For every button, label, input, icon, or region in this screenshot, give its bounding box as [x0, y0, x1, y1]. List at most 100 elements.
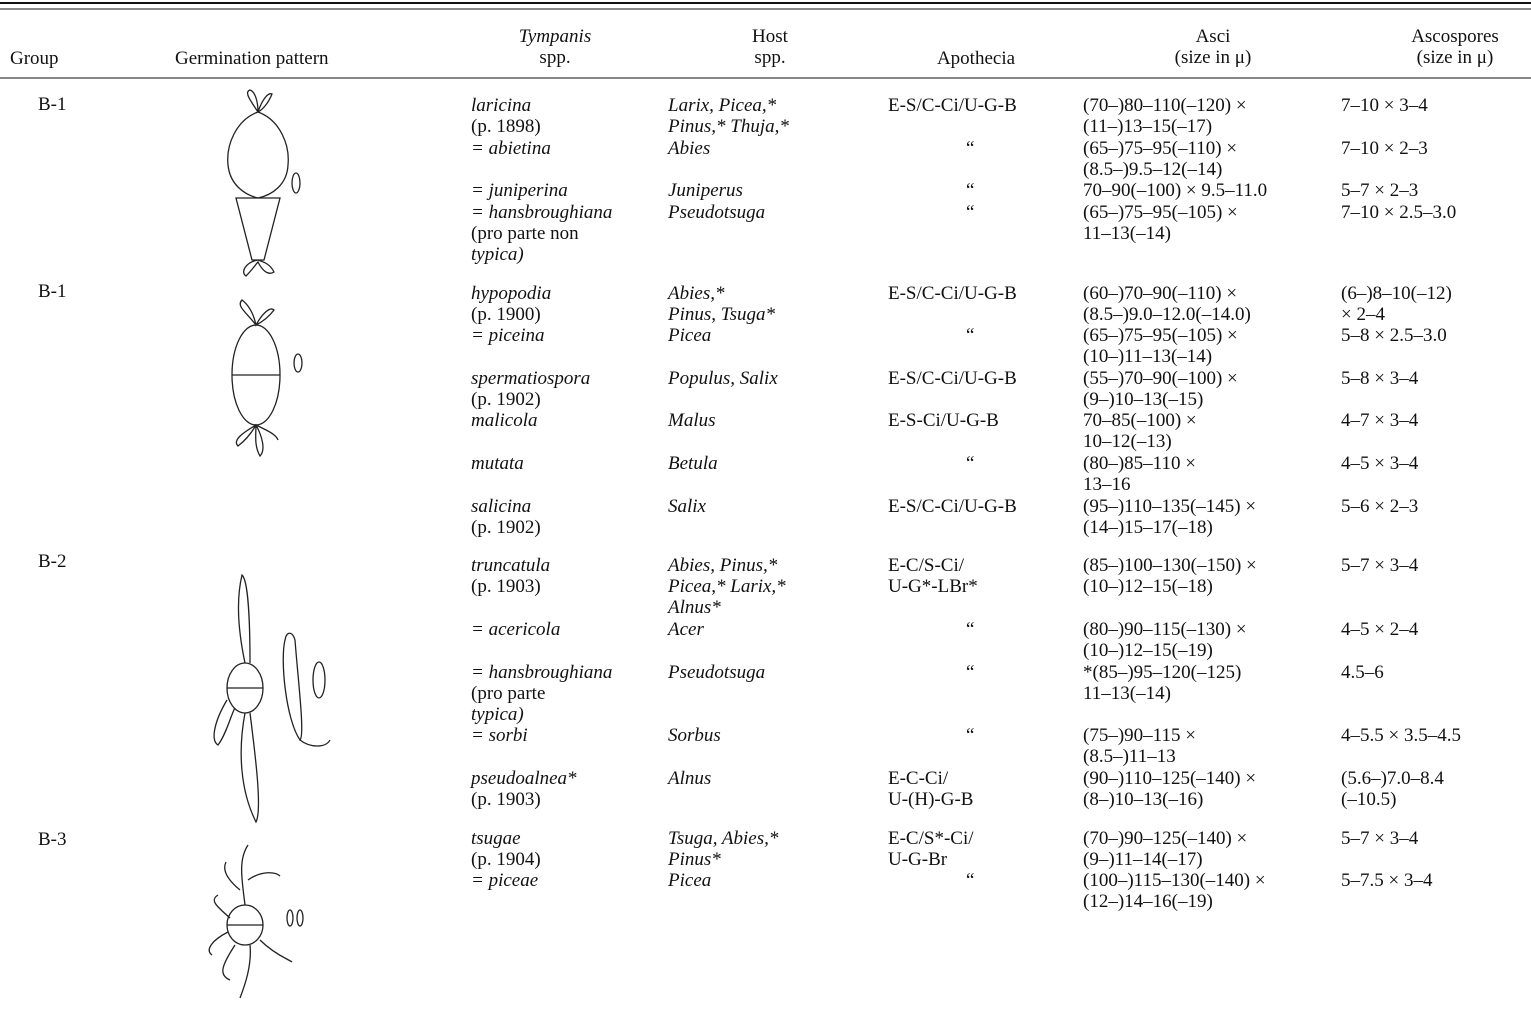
- species-cell: = juniperina: [471, 180, 568, 201]
- apothecia-cell: “: [966, 325, 974, 346]
- asci-cell: (10–)12–15(–18): [1083, 576, 1213, 597]
- spore-drawing: [293, 353, 303, 373]
- spore-drawing: [235, 197, 281, 261]
- species-cell: = sorbi: [471, 725, 528, 746]
- species-cell: (p. 1904): [471, 849, 541, 870]
- host-cell: Salix: [668, 496, 707, 517]
- apothecia-cell: “: [966, 725, 974, 746]
- asci-cell: (55–)70–90(–100) ×: [1083, 368, 1238, 389]
- spore-drawing: [240, 712, 260, 824]
- ascospores-cell: 7–10 × 3–4: [1341, 95, 1428, 116]
- apothecia-cell: U-G*-LBr*: [888, 576, 978, 597]
- asci-cell: 11–13(–14): [1083, 223, 1171, 244]
- header-cell: Tympanis: [519, 26, 591, 47]
- asci-cell: (65–)75–95(–105) ×: [1083, 202, 1238, 223]
- host-cell: Populus, Salix: [667, 368, 778, 389]
- asci-cell: (8.5–)9.5–12(–14): [1083, 159, 1222, 180]
- host-cell: Abies,*: [666, 283, 725, 304]
- host-cell: Juniperus: [668, 180, 743, 201]
- species-cell: (pro parte: [471, 683, 545, 704]
- asci-cell: (70–)80–110(–120) ×: [1083, 95, 1247, 116]
- species-cell: (p. 1900): [471, 304, 541, 325]
- apothecia-cell: E-S/C-Ci/U-G-B: [888, 283, 1017, 304]
- asci-cell: (75–)90–115 ×: [1083, 725, 1196, 746]
- apothecia-cell: “: [966, 662, 974, 683]
- asci-cell: (9–)10–13(–15): [1083, 389, 1203, 410]
- asci-cell: 70–90(–100) × 9.5–11.0: [1083, 180, 1267, 201]
- asci-cell: (14–)15–17(–18): [1083, 517, 1213, 538]
- spore-drawing: [312, 661, 326, 699]
- asci-cell: (85–)100–130(–150) ×: [1083, 555, 1257, 576]
- apothecia-cell: E-C/S-Ci/: [888, 555, 965, 576]
- species-cell: typica): [471, 244, 524, 265]
- apothecia-cell: E-C/S*-Ci/: [888, 828, 974, 849]
- species-cell: tsugae: [471, 828, 521, 849]
- apothecia-cell: U-G-Br: [888, 849, 948, 870]
- spore-drawing: [239, 299, 275, 327]
- asci-cell: (80–)90–115(–130) ×: [1083, 619, 1247, 640]
- host-cell: Picea: [667, 325, 711, 346]
- ascospores-cell: (6–)8–10(–12): [1341, 283, 1452, 304]
- host-cell: Abies: [666, 138, 710, 159]
- group-label: B-1: [38, 281, 67, 302]
- ascospores-cell: 4–7 × 3–4: [1341, 410, 1419, 431]
- host-cell: Pinus*: [667, 849, 721, 870]
- header-cell: Germination pattern: [175, 48, 329, 69]
- asci-cell: (80–)85–110 ×: [1083, 453, 1196, 474]
- species-cell: truncatula: [471, 555, 550, 576]
- apothecia-cell: “: [966, 870, 974, 891]
- ascospores-cell: 5–7.5 × 3–4: [1341, 870, 1433, 891]
- apothecia-cell: E-C-Ci/: [888, 768, 949, 789]
- asci-cell: (8–)10–13(–16): [1083, 789, 1203, 810]
- host-cell: Alnus*: [666, 597, 721, 618]
- apothecia-cell: “: [966, 619, 974, 640]
- spore-drawing: [237, 573, 251, 664]
- header-cell: Host: [752, 26, 789, 47]
- ascospores-cell: 4.5–6: [1341, 662, 1384, 683]
- species-cell: (p. 1903): [471, 576, 541, 597]
- species-cell: salicina: [471, 496, 531, 517]
- apothecia-cell: U-(H)-G-B: [888, 789, 973, 810]
- species-cell: (p. 1903): [471, 789, 541, 810]
- host-cell: Pinus,* Thuja,*: [667, 116, 789, 137]
- ascospores-cell: (5.6–)7.0–8.4: [1341, 768, 1444, 789]
- species-cell: malicola: [471, 410, 538, 431]
- asci-cell: 10–12(–13): [1083, 431, 1172, 452]
- species-cell: = acericola: [471, 619, 560, 640]
- asci-cell: (12–)14–16(–19): [1083, 891, 1213, 912]
- ascospores-cell: 7–10 × 2–3: [1341, 138, 1428, 159]
- spore-drawing: [296, 909, 304, 927]
- asci-cell: (95–)110–135(–145) ×: [1083, 496, 1256, 517]
- ascospores-cell: 4–5 × 3–4: [1341, 453, 1419, 474]
- species-cell: (pro parte non: [471, 223, 579, 244]
- species-cell: (p. 1902): [471, 389, 541, 410]
- ascospores-cell: 5–7 × 2–3: [1341, 180, 1418, 201]
- host-cell: Abies, Pinus,*: [666, 555, 778, 576]
- host-cell: Tsuga, Abies,*: [668, 828, 779, 849]
- asci-cell: (9–)11–14(–17): [1083, 849, 1203, 870]
- header-cell: spp.: [539, 47, 570, 68]
- asci-cell: (65–)75–95(–105) ×: [1083, 325, 1238, 346]
- ascospores-cell: 5–7 × 3–4: [1341, 828, 1419, 849]
- species-cell: (p. 1902): [471, 517, 541, 538]
- spore-drawing: [291, 172, 301, 194]
- ascospores-cell: 7–10 × 2.5–3.0: [1341, 202, 1456, 223]
- asci-cell: 11–13(–14): [1083, 683, 1171, 704]
- spore-drawing: [235, 423, 279, 458]
- species-cell: = abietina: [471, 138, 551, 159]
- spore-drawing: [299, 739, 331, 747]
- ascospores-cell: 5–8 × 3–4: [1341, 368, 1419, 389]
- spore-drawing: [286, 909, 294, 927]
- apothecia-cell: E-S/C-Ci/U-G-B: [888, 496, 1017, 517]
- spore-drawing: [208, 894, 293, 999]
- apothecia-cell: E-S/C-Ci/U-G-B: [888, 368, 1017, 389]
- species-cell: mutata: [471, 453, 524, 474]
- header-cell: Group: [10, 48, 59, 69]
- species-cell: = piceae: [471, 870, 538, 891]
- host-cell: Pseudotsuga: [667, 202, 765, 223]
- header-cell: (size in μ): [1175, 47, 1252, 68]
- host-cell: Picea,* Larix,*: [667, 576, 786, 597]
- spore-drawing: [213, 699, 236, 746]
- species-cell: hypopodia: [471, 283, 551, 304]
